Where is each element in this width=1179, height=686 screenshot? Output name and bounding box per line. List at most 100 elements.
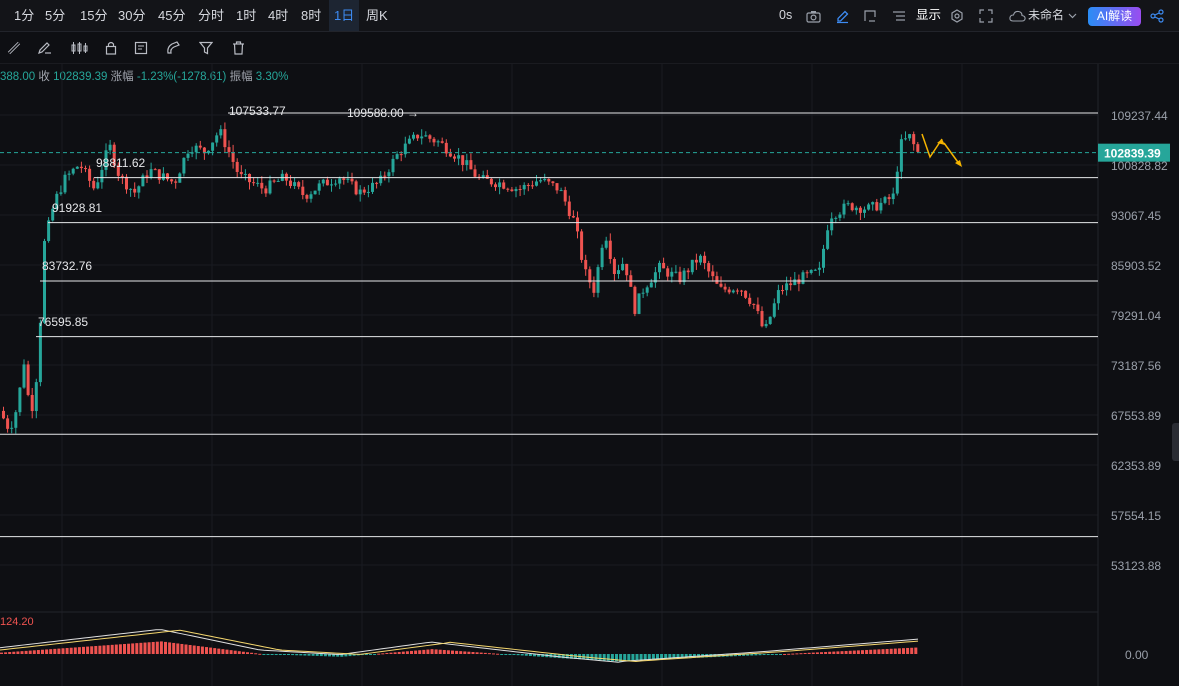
trash-icon[interactable] xyxy=(230,40,246,56)
candle-body xyxy=(485,175,489,179)
camera-icon[interactable] xyxy=(805,8,821,24)
close-value: 102839.39 xyxy=(53,71,108,83)
settings-icon[interactable] xyxy=(949,8,965,24)
timeframe-5[interactable]: 分时 xyxy=(198,8,225,23)
macd-histogram-bar xyxy=(336,654,340,657)
macd-histogram-bar xyxy=(418,650,422,654)
macd-histogram-bar xyxy=(836,651,840,654)
level-label: 91928.81 xyxy=(52,201,102,215)
edit-icon[interactable] xyxy=(834,8,850,24)
macd-histogram-bar xyxy=(237,651,241,654)
candle-body xyxy=(858,207,862,213)
timeframe-0[interactable]: 1分 xyxy=(14,8,35,23)
candle-body xyxy=(617,270,620,274)
macd-histogram-bar xyxy=(647,654,651,660)
macd-histogram-bar xyxy=(664,654,668,660)
candle-body xyxy=(830,218,834,231)
candle-body xyxy=(256,182,260,184)
candle-body xyxy=(366,191,370,193)
macd-histogram-bar xyxy=(713,654,717,658)
open-value: 388.00 xyxy=(0,71,36,83)
candle-body xyxy=(342,178,346,180)
candle-body xyxy=(215,135,219,143)
ai-analysis-button[interactable]: AI解读 xyxy=(1088,7,1141,26)
timeframe-2[interactable]: 15分 xyxy=(80,8,108,23)
crop-icon[interactable] xyxy=(862,8,878,24)
macd-histogram-bar xyxy=(61,648,65,654)
macd-histogram-bar xyxy=(820,652,823,654)
candle-body xyxy=(842,203,846,215)
timeframe-9[interactable]: 1日 xyxy=(329,0,360,31)
timeframe-1[interactable]: 5分 xyxy=(45,8,66,23)
display-button[interactable]: 显示 xyxy=(916,8,942,22)
macd-histogram-bar xyxy=(688,654,692,659)
macd-histogram-bar xyxy=(840,651,844,654)
price-axis-label: 79291.04 xyxy=(1111,309,1161,323)
lock-icon[interactable] xyxy=(103,40,119,56)
macd-histogram-bar xyxy=(77,647,81,654)
macd-histogram-bar xyxy=(41,649,44,654)
timeframe-4[interactable]: 45分 xyxy=(158,8,186,23)
macd-histogram-bar xyxy=(660,654,664,660)
timeframe-3[interactable]: 30分 xyxy=(118,8,146,23)
macd-histogram-bar xyxy=(139,642,143,654)
macd-histogram-bar xyxy=(172,642,176,654)
chevron-down-icon[interactable] xyxy=(1067,11,1077,21)
candle-body xyxy=(407,138,411,144)
candle-body xyxy=(362,189,366,193)
candle-body xyxy=(67,173,71,175)
candle-body xyxy=(330,184,333,186)
timeframe-10[interactable]: 周K xyxy=(366,8,388,23)
candle-body xyxy=(571,216,575,218)
current-price-tag xyxy=(1098,143,1170,162)
macd-histogram-bar xyxy=(533,654,536,657)
candle-body xyxy=(276,180,280,182)
candle-body xyxy=(518,189,522,191)
change-value: -1.23%(-1278.61) xyxy=(136,71,227,83)
macd-histogram-bar xyxy=(668,654,672,659)
pen-icon[interactable] xyxy=(36,40,52,56)
candlestick-chart[interactable]: 107533.77 109588.00 → 98811.62 91928.81 8373… xyxy=(0,64,1179,686)
macd-histogram-bar xyxy=(483,652,487,654)
candle-body xyxy=(604,240,608,248)
candle-body xyxy=(658,262,661,273)
candle-body xyxy=(559,190,563,192)
ruler-icon[interactable] xyxy=(6,40,22,56)
macd-histogram-bar xyxy=(131,643,135,654)
list-icon[interactable] xyxy=(891,8,907,24)
candles-icon[interactable] xyxy=(70,40,88,56)
candle-body xyxy=(321,179,325,184)
candle-body xyxy=(744,290,748,298)
macd-histogram-bar xyxy=(118,644,122,654)
candle-body xyxy=(846,203,850,205)
filter-icon[interactable] xyxy=(198,40,214,56)
macd-histogram-bar xyxy=(451,650,454,654)
candle-body xyxy=(133,188,137,193)
macd-histogram-bar xyxy=(422,649,426,654)
timeframe-8[interactable]: 8时 xyxy=(301,8,322,23)
macd-histogram-bar xyxy=(787,653,791,655)
macd-histogram-bar xyxy=(508,654,512,655)
candle-body xyxy=(522,184,526,190)
macd-histogram-bar xyxy=(344,654,348,657)
share-icon[interactable] xyxy=(1149,8,1165,24)
macd-histogram-bar xyxy=(389,652,393,654)
magnet-icon[interactable] xyxy=(165,40,181,56)
candle-body xyxy=(887,197,891,200)
layout-name[interactable]: 未命名 xyxy=(1028,8,1065,22)
projection-arrowhead xyxy=(937,139,945,145)
macd-histogram-bar xyxy=(672,654,676,659)
macd-histogram-bar xyxy=(151,641,155,654)
panel-drag-handle[interactable] xyxy=(1172,423,1179,461)
candle-body xyxy=(112,144,116,166)
timeframe-7[interactable]: 4时 xyxy=(268,8,289,23)
macd-histogram-bar xyxy=(766,654,770,655)
macd-histogram-bar xyxy=(758,654,762,656)
candle-body xyxy=(453,156,456,159)
note-icon[interactable] xyxy=(133,40,149,56)
timeframe-6[interactable]: 1时 xyxy=(236,8,257,23)
macd-histogram-bar xyxy=(319,654,323,657)
fullscreen-icon[interactable] xyxy=(978,8,994,24)
candle-body xyxy=(395,154,399,159)
candle-body xyxy=(125,176,128,190)
